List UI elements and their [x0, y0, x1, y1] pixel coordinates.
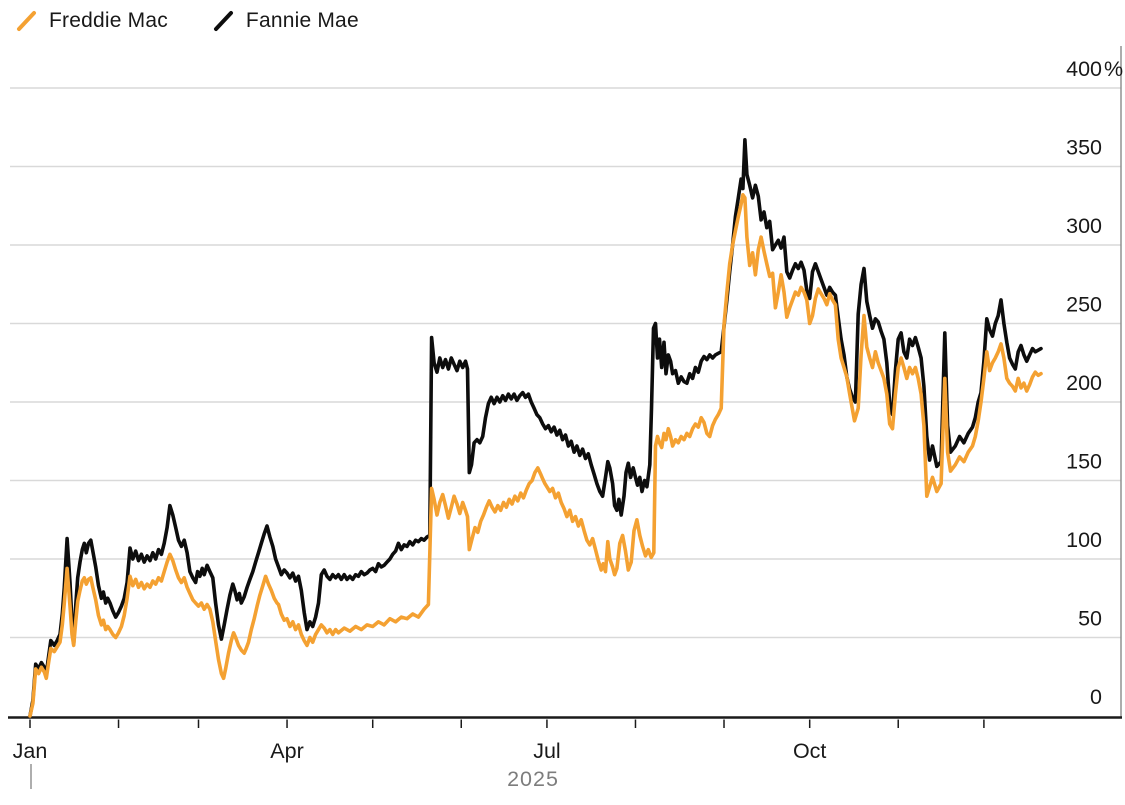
- fannie-mae-line: [28, 138, 1043, 718]
- y-axis-tick-label: 200: [1066, 371, 1102, 395]
- legend-label-freddie-mac: Freddie Mac: [49, 9, 168, 32]
- y-axis-tick-label: 150: [1066, 450, 1102, 474]
- y-axis-tick-label: 250: [1066, 293, 1102, 317]
- legend: Freddie Mac Fannie Mae: [15, 8, 359, 34]
- legend-item-freddie-mac[interactable]: Freddie Mac: [15, 8, 168, 34]
- y-axis-tick-label: 50: [1078, 607, 1102, 631]
- legend-item-fannie-mae[interactable]: Fannie Mae: [212, 8, 359, 34]
- y-axis-tick-label: 400: [1066, 57, 1102, 81]
- legend-label-fannie-mae: Fannie Mae: [245, 9, 359, 32]
- x-axis-month-label: Jan: [13, 739, 48, 763]
- freddie-mac-line-swatch-icon: [17, 11, 36, 31]
- freddie-mac-line: [28, 193, 1043, 718]
- x-axis-month-label: Oct: [793, 739, 826, 763]
- x-axis-month-label: Jul: [533, 739, 560, 763]
- y-axis-tick-label: 300: [1066, 214, 1102, 238]
- x-axis-year-label: 2025: [507, 767, 559, 791]
- x-axis-month-label: Apr: [270, 739, 303, 763]
- y-axis-tick-label: 0: [1090, 685, 1102, 709]
- y-axis-tick-label: 350: [1066, 136, 1102, 160]
- y-axis-unit-suffix: %: [1104, 57, 1123, 81]
- fannie-mae-line-swatch-icon: [213, 11, 233, 31]
- y-axis-tick-label: 100: [1066, 528, 1102, 552]
